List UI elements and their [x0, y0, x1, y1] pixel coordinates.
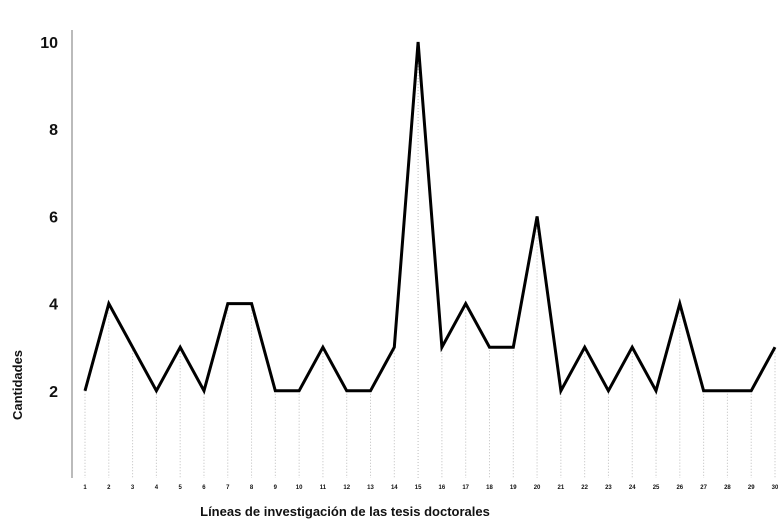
x-tick-label: 11 [320, 485, 327, 491]
x-tick-label: 4 [155, 485, 159, 491]
y-axis-label: Cantidades [10, 350, 25, 420]
x-tick-label: 24 [629, 485, 636, 491]
drop-lines [84, 42, 776, 478]
x-tick-label: 9 [274, 485, 278, 491]
y-tick-label: 2 [49, 384, 58, 401]
x-tick-label: 7 [226, 485, 230, 491]
x-tick-label: 12 [343, 485, 350, 491]
y-tick-label: 4 [49, 297, 58, 314]
y-tick-label: 8 [49, 122, 58, 139]
x-tick-label: 5 [179, 485, 183, 491]
x-tick-label: 3 [131, 485, 135, 491]
x-tick-label: 20 [534, 485, 541, 491]
x-tick-label: 13 [367, 485, 374, 491]
y-tick-label: 10 [40, 35, 58, 52]
x-tick-label: 27 [700, 485, 707, 491]
x-tick-label: 28 [724, 485, 731, 491]
series-line [83, 41, 777, 396]
x-tick-label: 1 [83, 485, 87, 491]
x-tick-labels: 1 2 3 4 5 6 7 8 9 10 11 12 13 14 15 16 17 18 19 20 21 22 23 24 2… [83, 485, 778, 491]
y-tick-labels: 2 4 6 8 10 [40, 35, 58, 401]
x-tick-label: 26 [676, 485, 683, 491]
x-tick-label: 21 [558, 485, 565, 491]
x-tick-label: 22 [581, 485, 588, 491]
x-tick-label: 19 [510, 485, 517, 491]
x-tick-label: 25 [653, 485, 660, 491]
x-tick-label: 6 [202, 485, 206, 491]
x-tick-label: 14 [391, 485, 398, 491]
x-tick-label: 10 [296, 485, 303, 491]
x-tick-label: 30 [772, 485, 778, 491]
y-tick-label: 6 [49, 209, 58, 226]
x-tick-label: 29 [748, 485, 755, 491]
x-tick-label: 8 [250, 485, 254, 491]
x-tick-label: 2 [107, 485, 111, 491]
x-tick-label: 15 [415, 485, 422, 491]
x-axis-label: Líneas de investigación de las tesis doc… [200, 504, 490, 519]
x-tick-label: 23 [605, 485, 612, 491]
x-tick-label: 18 [486, 485, 493, 491]
x-tick-label: 17 [462, 485, 469, 491]
x-tick-label: 16 [439, 485, 446, 491]
